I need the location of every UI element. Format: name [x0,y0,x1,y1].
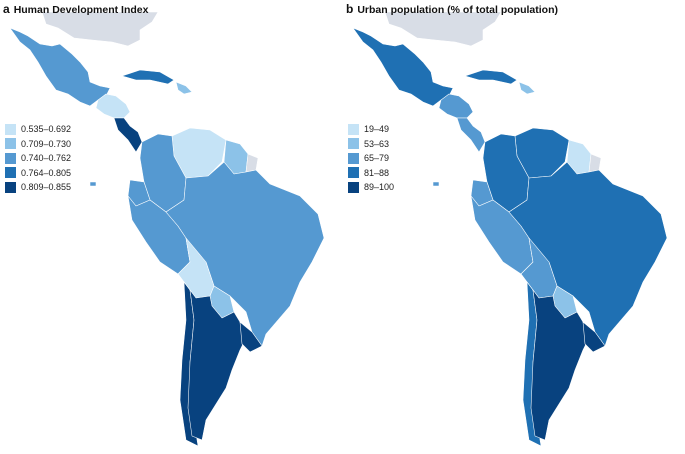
region-uruguay [239,321,263,353]
legend-label: 19–49 [364,124,390,135]
legend-swatch [348,123,359,135]
region-hispaniola [518,81,536,95]
legend-label: 0.709–0.730 [21,138,72,149]
region-costa-rica-panama [456,117,486,153]
legend-item: 65–79 [348,151,394,166]
legend-item: 81–88 [348,166,394,181]
region-galapagos [89,181,97,187]
region-argentina [183,281,247,441]
region-french-guiana [245,153,259,173]
region-mexico [9,27,111,107]
legend-item: 53–63 [348,137,394,152]
legend-label: 81–88 [364,167,390,178]
legend-item: 0.764–0.805 [5,166,71,181]
legend-swatch [5,138,16,150]
legend-label: 65–79 [364,153,390,164]
legend-swatch [348,152,359,164]
panel-letter: b [346,2,354,16]
region-central-america-north [438,93,474,119]
panel-title: b Urban population (% of total population… [346,2,558,16]
legend-item: 0.740–0.762 [5,151,71,166]
legend-swatch [348,167,359,179]
legend-label: 0.740–0.762 [21,153,72,164]
region-uruguay [582,321,606,353]
legend-label: 89–100 [364,182,395,193]
legend-swatch [348,138,359,150]
legend-item: 0.709–0.730 [5,137,71,152]
panel-letter: a [3,2,10,16]
region-central-america-north [95,93,131,119]
legend-item: 19–49 [348,122,394,137]
hdi-choropleth-map [9,11,325,447]
legend-swatch [5,181,16,193]
region-galapagos [432,181,440,187]
legend-label: 0.809–0.855 [21,182,72,193]
panel-urban-population: b Urban population (% of total population… [343,0,685,454]
legend-item: 89–100 [348,180,394,195]
legend-swatch [5,152,16,164]
legend-label: 0.535–0.692 [21,124,72,135]
region-cuba [464,69,518,85]
region-hispaniola [175,81,193,95]
region-argentina [526,281,590,441]
panel-title: a Human Development Index [3,2,148,16]
region-costa-rica-panama [113,117,143,153]
legend: 0.535–0.692 0.709–0.730 0.740–0.762 0.76… [5,122,71,195]
legend-swatch [348,181,359,193]
panel-hdi: a Human Development Index 0.535–0.692 0.7… [0,0,342,454]
panel-title-text: Human Development Index [13,4,149,16]
region-cuba [121,69,175,85]
region-north-america-context [41,11,159,47]
region-mexico [352,27,454,107]
legend: 19–49 53–63 65–79 81–88 89–100 [348,122,394,195]
urban-population-choropleth-map [352,11,668,447]
legend-item: 0.809–0.855 [5,180,71,195]
panel-title-text: Urban population (% of total population) [357,4,558,16]
legend-label: 53–63 [364,138,390,149]
legend-swatch [5,123,16,135]
region-north-america-context [384,11,502,47]
legend-item: 0.535–0.692 [5,122,71,137]
legend-swatch [5,167,16,179]
legend-label: 0.764–0.805 [21,167,72,178]
region-french-guiana [588,153,602,173]
